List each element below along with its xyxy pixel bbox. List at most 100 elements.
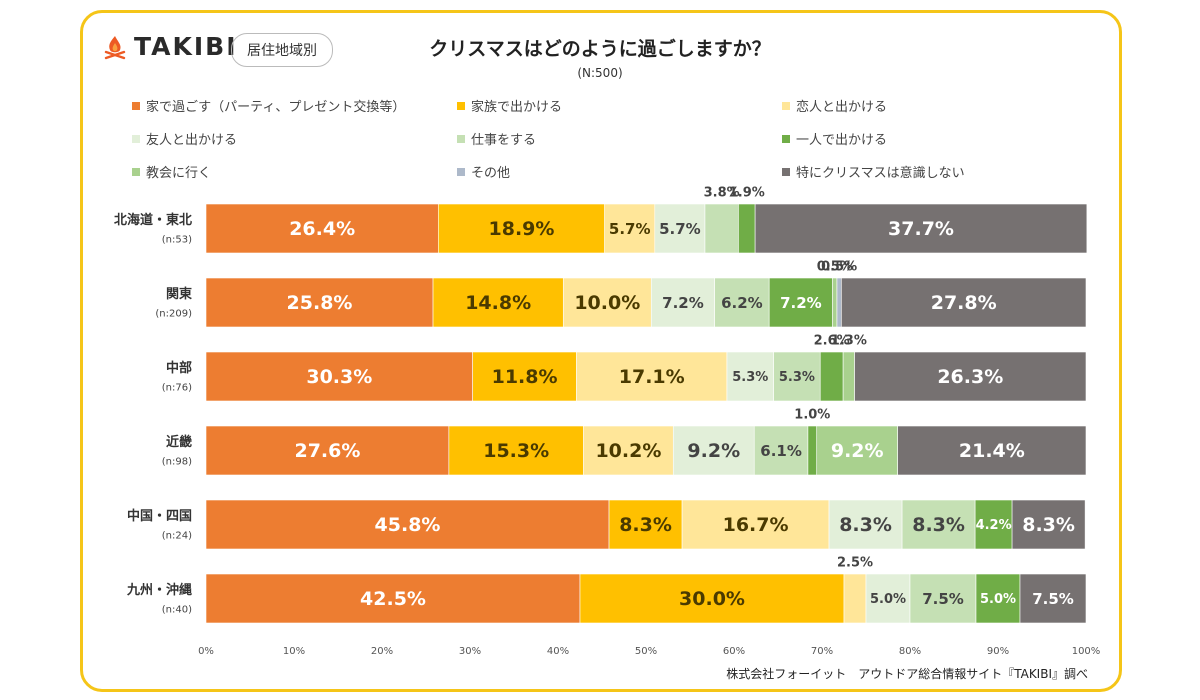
data-label: 6.1% bbox=[760, 442, 802, 460]
data-label: 5.3% bbox=[732, 370, 768, 385]
legend-label: 特にクリスマスは意識しない bbox=[796, 166, 965, 181]
bar-segment bbox=[714, 277, 770, 328]
region-badge: 居住地域別 bbox=[231, 33, 333, 67]
data-label: 27.6% bbox=[294, 440, 360, 462]
x-tick-label: 20% bbox=[371, 646, 393, 657]
data-label: 42.5% bbox=[360, 588, 426, 610]
legend-label: 家で過ごす（パーティ、プレゼント交換等） bbox=[146, 100, 406, 115]
bar-segment bbox=[773, 351, 821, 402]
data-label: 4.2% bbox=[976, 518, 1012, 533]
data-label: 25.8% bbox=[287, 292, 353, 314]
data-label: 3.8% bbox=[704, 186, 740, 201]
bar-segment bbox=[1011, 499, 1086, 550]
x-tick-label: 100% bbox=[1072, 646, 1101, 657]
data-label: 5.3% bbox=[779, 370, 815, 385]
legend-item: 家族で出かける bbox=[457, 96, 562, 115]
legend-item: 教会に行く bbox=[132, 162, 211, 181]
footer-credit: 株式会社フォーイット アウトドア総合情報サイト『TAKIBI』調べ bbox=[726, 667, 1088, 681]
bar-segment bbox=[738, 203, 756, 254]
x-tick-label: 10% bbox=[283, 646, 305, 657]
bar-segment bbox=[909, 573, 977, 624]
legend-item: 一人で出かける bbox=[782, 129, 887, 148]
legend-item: 恋人と出かける bbox=[782, 96, 887, 115]
data-label: 5.0% bbox=[980, 592, 1016, 607]
data-label: 0.5% bbox=[821, 260, 857, 275]
legend-label: 教会に行く bbox=[146, 166, 212, 181]
x-tick-label: 90% bbox=[987, 646, 1009, 657]
data-label: 11.8% bbox=[492, 366, 558, 388]
category-n-label: (n:24) bbox=[162, 531, 192, 542]
data-label: 18.9% bbox=[489, 218, 555, 240]
bar-segment bbox=[768, 277, 833, 328]
bar-segment bbox=[754, 203, 1088, 254]
bar-segment bbox=[608, 499, 683, 550]
bar-segment bbox=[205, 351, 473, 402]
category-label: 中部 bbox=[166, 360, 192, 376]
bar-segment bbox=[753, 425, 809, 476]
data-label: 8.3% bbox=[619, 514, 672, 536]
bar-segment bbox=[438, 203, 605, 254]
category-label: 近畿 bbox=[166, 434, 192, 450]
category-label: 九州・沖縄 bbox=[126, 582, 192, 598]
bar-segment bbox=[681, 499, 830, 550]
bar-segment bbox=[865, 573, 911, 624]
bar-segment bbox=[448, 425, 584, 476]
legend-swatch bbox=[457, 134, 465, 143]
legend-swatch bbox=[132, 134, 140, 143]
campfire-icon bbox=[104, 35, 126, 59]
legend-swatch bbox=[782, 134, 790, 143]
data-label: 8.3% bbox=[839, 514, 892, 536]
category-label: 北海道・東北 bbox=[114, 212, 192, 228]
bar-segment bbox=[897, 425, 1087, 476]
bar-segment bbox=[583, 425, 674, 476]
data-label: 2.5% bbox=[837, 556, 873, 571]
data-label: 26.3% bbox=[937, 366, 1003, 388]
legend-item: 仕事をする bbox=[457, 129, 536, 148]
bar-segment bbox=[650, 277, 715, 328]
bar-segment bbox=[816, 425, 898, 476]
data-label: 7.5% bbox=[922, 590, 964, 608]
legend-item: 友人と出かける bbox=[132, 129, 237, 148]
legend-label: 一人で出かける bbox=[796, 133, 888, 148]
data-label: 7.5% bbox=[1032, 590, 1074, 608]
bar-segment bbox=[672, 425, 755, 476]
data-label: 7.2% bbox=[780, 294, 822, 312]
data-label: 26.4% bbox=[289, 218, 355, 240]
x-tick-label: 80% bbox=[899, 646, 921, 657]
bar-segment bbox=[975, 573, 1021, 624]
data-label: 5.7% bbox=[659, 220, 701, 238]
chart-subtitle: (N:500) bbox=[577, 66, 623, 80]
bar-segment bbox=[832, 277, 838, 328]
category-n-label: (n:40) bbox=[162, 605, 192, 616]
x-tick-label: 50% bbox=[635, 646, 657, 657]
bar-segment bbox=[807, 425, 818, 476]
x-tick-label: 70% bbox=[811, 646, 833, 657]
data-label: 14.8% bbox=[465, 292, 531, 314]
category-n-label: (n:98) bbox=[162, 457, 192, 468]
legend-swatch bbox=[132, 101, 140, 110]
data-label: 30.0% bbox=[679, 588, 745, 610]
data-label: 45.8% bbox=[375, 514, 441, 536]
x-tick-label: 40% bbox=[547, 646, 569, 657]
bar-segment bbox=[576, 351, 728, 402]
data-label: 30.3% bbox=[306, 366, 372, 388]
data-label: 2.6% bbox=[814, 334, 850, 349]
data-label: 10.0% bbox=[574, 292, 640, 314]
bar-segment bbox=[836, 277, 842, 328]
data-label: 21.4% bbox=[959, 440, 1025, 462]
category-n-label: (n:209) bbox=[155, 309, 192, 320]
bar-segment bbox=[205, 573, 581, 624]
data-label: 7.2% bbox=[662, 294, 704, 312]
x-tick-label: 0% bbox=[198, 646, 214, 657]
bar-segment bbox=[205, 203, 439, 254]
legend-swatch bbox=[782, 101, 790, 110]
bar-segment bbox=[579, 573, 845, 624]
bar-segment bbox=[472, 351, 577, 402]
legend-item: 家で過ごす（パーティ、プレゼント交換等） bbox=[132, 96, 405, 115]
legend-swatch bbox=[782, 167, 790, 176]
x-tick-label: 60% bbox=[723, 646, 745, 657]
bar-segment bbox=[726, 351, 774, 402]
bar-segment bbox=[704, 203, 739, 254]
x-tick-label: 30% bbox=[459, 646, 481, 657]
